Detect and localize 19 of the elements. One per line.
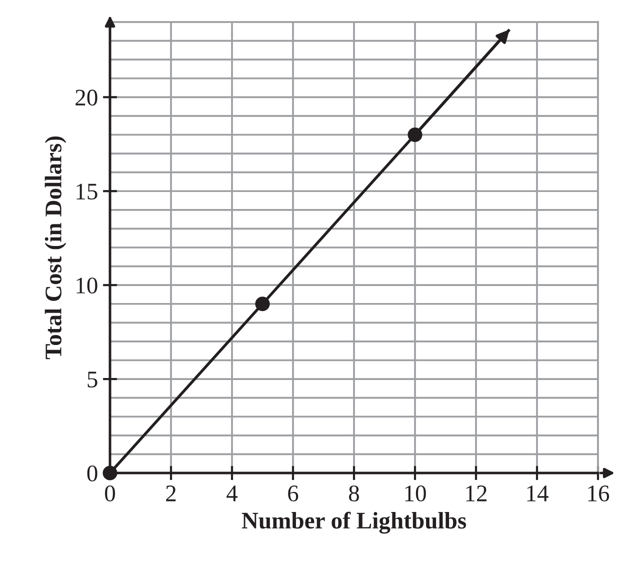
y-tick-label: 0 [87, 465, 98, 482]
y-tick-label: 5 [88, 372, 98, 388]
x-tick-label: 10 [405, 485, 426, 502]
point [408, 127, 422, 142]
x-tick-label: 14 [527, 486, 548, 502]
y-tick-label: 10 [76, 278, 98, 294]
y-axis-title: Total Cost (in Dollars) [44, 136, 66, 360]
x-tick-label: 0 [104, 485, 116, 502]
point [255, 296, 270, 312]
x-tick-label: 4 [226, 486, 238, 502]
x-tick-label: 2 [166, 486, 176, 502]
point [102, 466, 118, 480]
y-tick-label: 20 [76, 90, 98, 106]
x-tick-label: 8 [348, 485, 360, 502]
x-tick-label: 12 [466, 486, 487, 502]
y-tick-label: 15 [76, 184, 98, 200]
x-axis-title: Number of Lightbulbs [242, 512, 466, 534]
x-tick-label: 16 [588, 486, 610, 502]
x-tick-label: 6 [288, 486, 298, 502]
